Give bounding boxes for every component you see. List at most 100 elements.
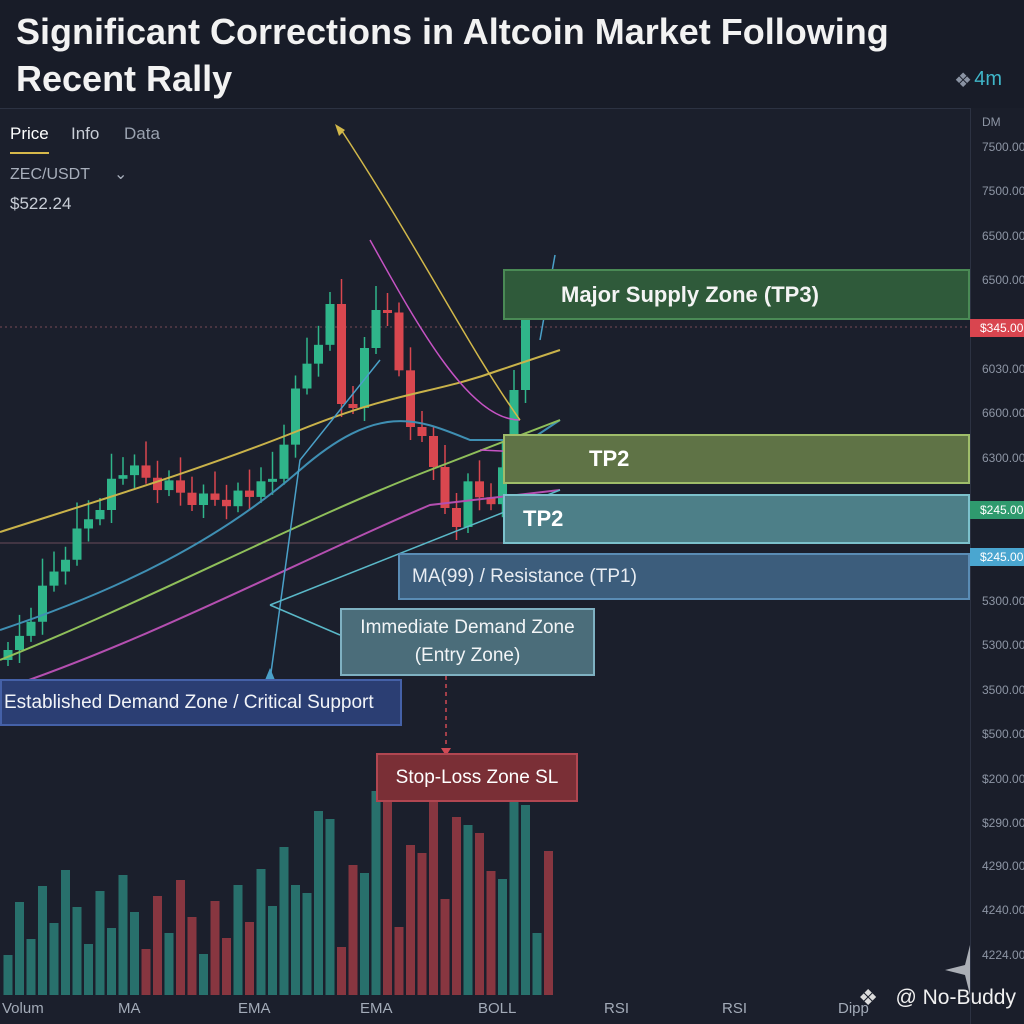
candle [268, 478, 277, 482]
boll-line [0, 489, 561, 691]
arrow-head [335, 124, 345, 136]
candle [38, 585, 47, 622]
pair[interactable]: ZEC/USDT [10, 166, 90, 183]
tab[interactable]: Price [10, 124, 49, 154]
axis-label: DM [982, 115, 1001, 129]
candles [3, 272, 553, 666]
candle [521, 311, 530, 390]
candle [15, 635, 24, 650]
candle [210, 493, 220, 500]
sparkle [945, 945, 970, 995]
candle [118, 475, 128, 479]
candle [3, 650, 13, 660]
volume-bar [38, 886, 47, 995]
volume-bar [164, 933, 174, 995]
axis-label: 7500.00 [982, 184, 1024, 198]
tab[interactable]: Data [124, 124, 160, 143]
candle [141, 465, 151, 478]
volume-bar [475, 833, 484, 995]
candle [26, 621, 36, 636]
indicator-tab: RSI [604, 1000, 630, 1017]
candle [463, 481, 473, 527]
tab[interactable]: Info [71, 124, 100, 143]
axis-label: 3500.00 [982, 683, 1024, 697]
price: $522.24 [10, 194, 72, 213]
volume-bar [84, 944, 93, 995]
volume-bar [153, 896, 162, 995]
axis-label: 6300.00 [982, 451, 1024, 465]
zone: Major Supply Zone (TP3) [503, 269, 970, 320]
candle [187, 492, 197, 505]
candle [107, 478, 116, 510]
volume-bar [26, 939, 36, 995]
volume-bar [268, 906, 277, 995]
volume-bar [348, 865, 358, 995]
candle [279, 444, 289, 479]
zone-line: Immediate Demand Zone [360, 617, 575, 638]
zone: Established Demand Zone / Critical Suppo… [0, 679, 402, 726]
axis-label: $245.00 [970, 548, 1024, 566]
volume-bar [337, 947, 346, 995]
candle [429, 436, 438, 467]
watermark-icon: ❖ [858, 985, 878, 1010]
volume-bar [222, 938, 231, 995]
candle [406, 370, 415, 427]
volume-bar [486, 871, 496, 995]
candle [302, 363, 312, 389]
volume-bar [107, 928, 116, 995]
zone-line: (Entry Zone) [414, 645, 521, 666]
candle [176, 480, 185, 493]
volume-bar [291, 885, 300, 995]
volume-bar [199, 954, 208, 995]
volume-bar [314, 811, 323, 995]
volume-bar [429, 771, 438, 995]
volume-bar [256, 869, 266, 995]
volume-bar [3, 955, 13, 995]
indicator-tab: RSI [722, 1000, 748, 1017]
candle [222, 499, 231, 507]
volume-bar [245, 922, 254, 995]
volume-bar [360, 873, 369, 995]
axis-label: 6500.00 [982, 273, 1024, 287]
dropdown-caret[interactable]: ⌄ [114, 166, 128, 183]
axis-label: 4290.00 [982, 859, 1024, 873]
candle [233, 490, 243, 507]
candle [61, 559, 70, 572]
candle [509, 390, 519, 468]
axis-label: 6030.00 [982, 362, 1024, 376]
zone: TP2 [503, 434, 970, 484]
title: Significant Corrections in Altcoin Marke… [16, 11, 889, 99]
candle [49, 571, 59, 586]
volume-bar [509, 797, 519, 995]
badge: 4m [974, 68, 1002, 90]
axis-label: $245.00 [970, 501, 1024, 519]
arrow [269, 604, 341, 636]
candle [291, 388, 300, 445]
candle [245, 490, 254, 497]
arrow-head [441, 748, 451, 756]
watermark: @ No-Buddy [895, 986, 1016, 1009]
zone: TP2 [503, 494, 970, 544]
volume-bar [498, 879, 507, 995]
ema-line [0, 419, 561, 661]
axis-label: 7500.00 [982, 140, 1024, 154]
candle [337, 304, 346, 404]
indicator-tab: Volum [2, 1000, 44, 1017]
candle [348, 404, 358, 408]
volume-bar [72, 907, 82, 995]
volume-bar [49, 923, 59, 995]
volume-bar [187, 917, 197, 995]
volume-bar [394, 927, 404, 995]
volume-bar [532, 933, 542, 995]
axis-label: 6500.00 [982, 229, 1024, 243]
header [0, 0, 1024, 109]
zone: Immediate Demand Zone (Entry Zone) [340, 608, 595, 676]
zone: MA(99) / Resistance (TP1) [398, 553, 970, 600]
axis-label: 6600.00 [982, 406, 1024, 420]
volume-bar [210, 901, 220, 995]
volume-bar [302, 893, 312, 995]
arrow-head [265, 668, 275, 680]
axis-label: 4240.00 [982, 903, 1024, 917]
volume-bar [61, 870, 70, 995]
